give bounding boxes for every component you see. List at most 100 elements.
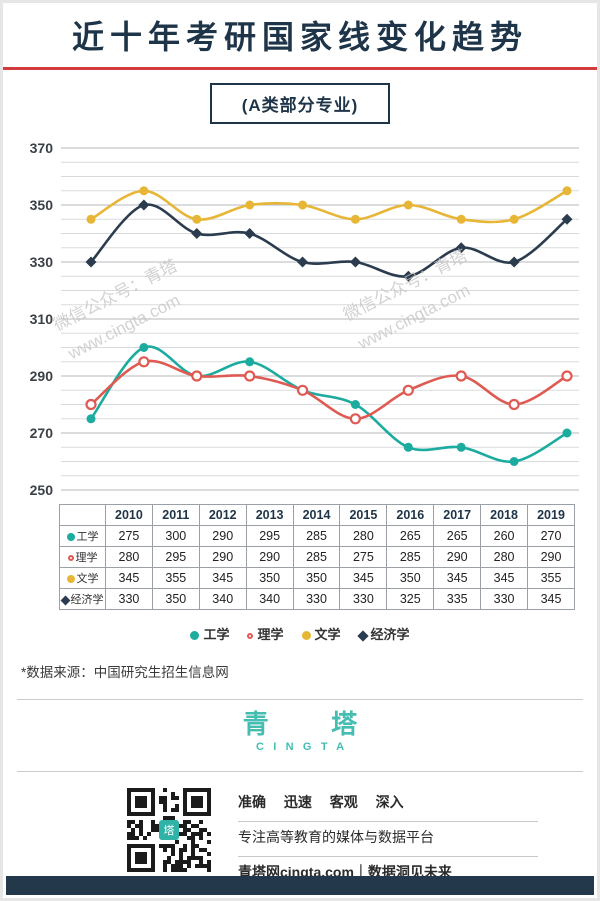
qr-module — [183, 848, 187, 852]
qr-module — [139, 832, 143, 836]
series-name: 文学 — [76, 573, 99, 585]
table-value-cell: 345 — [339, 567, 388, 589]
subtitle-wrap: (A类部分专业) — [3, 83, 597, 124]
table-value-cell: 345 — [480, 567, 529, 589]
qr-module — [131, 836, 135, 840]
table-value-cell: 280 — [480, 546, 529, 568]
table-year-header: 2016 — [386, 504, 435, 526]
qr-module — [199, 828, 203, 832]
qr-module — [155, 824, 159, 828]
table-value-cell: 355 — [151, 567, 200, 589]
data-point — [561, 370, 573, 382]
qr-module — [163, 796, 167, 800]
qr-module — [175, 864, 179, 868]
data-point — [85, 256, 97, 268]
data-point — [402, 384, 414, 396]
legend-label: 文学 — [314, 627, 341, 642]
y-axis-label: 250 — [30, 482, 54, 498]
qr-module — [127, 832, 131, 836]
qr-module — [139, 824, 143, 828]
footer-slogan-1: 准确 迅速 客观 深入 — [238, 787, 538, 822]
qr-module — [171, 808, 175, 812]
y-axis-label: 290 — [30, 368, 54, 384]
table-value-cell: 350 — [151, 588, 200, 610]
qr-module — [135, 824, 139, 828]
data-point — [508, 256, 520, 268]
data-point — [245, 357, 255, 367]
table-row: 理学 280 295 290 290 285 275 285 290 280 290 — [59, 546, 575, 568]
table-value-cell: 280 — [339, 525, 388, 547]
qr-module — [171, 852, 175, 856]
qr-module — [167, 856, 171, 860]
legend-item: 经济学 — [356, 624, 410, 643]
table-value-cell: 260 — [480, 525, 529, 547]
qr-module — [207, 860, 211, 864]
data-point — [562, 428, 572, 438]
data-point — [139, 343, 149, 352]
qr-module — [139, 820, 143, 824]
table-value-cell: 345 — [198, 567, 247, 589]
table-value-cell: 355 — [527, 567, 575, 589]
data-point — [138, 199, 150, 211]
series-marker-icon — [66, 575, 75, 584]
qr-module — [191, 836, 195, 840]
table-value-cell: 345 — [527, 588, 575, 610]
qr-module — [163, 788, 167, 792]
qr-module — [191, 856, 195, 860]
qr-module — [175, 808, 179, 812]
chart-area: 微信公众号：青塔 www.cingta.com 微信公众号：青塔 www.cin… — [3, 130, 597, 502]
table-value-cell: 290 — [527, 546, 575, 568]
divider — [17, 699, 583, 700]
qr-module — [187, 820, 191, 824]
chart-legend: 工学 理学 文学 经济学 — [3, 624, 597, 644]
qr-module — [191, 796, 203, 808]
brand: 青塔 CINGTA — [3, 709, 597, 753]
qr-module — [175, 840, 179, 844]
table-year-header: 2019 — [527, 504, 575, 526]
qr-module — [127, 820, 131, 824]
table-value-cell: 330 — [105, 588, 153, 610]
qr-module — [191, 844, 195, 848]
series-label-cell: 理学 — [59, 546, 106, 568]
legend-item: 理学 — [247, 624, 284, 643]
data-point — [455, 242, 467, 254]
qr-module — [171, 864, 175, 868]
table-value-cell: 265 — [433, 525, 482, 547]
series-line — [89, 359, 569, 421]
qr-module — [203, 864, 207, 868]
qr-module — [199, 832, 203, 836]
table-year-header: 2012 — [198, 504, 247, 526]
footer-slogan-2: 专注高等教育的媒体与数据平台 — [238, 822, 538, 857]
table-value-cell: 265 — [386, 525, 435, 547]
qr-module — [163, 844, 167, 848]
table-value-cell: 325 — [386, 588, 435, 610]
qr-module — [175, 804, 179, 808]
table-year-header: 2015 — [339, 504, 388, 526]
qr-module — [159, 820, 179, 840]
qr-module — [179, 864, 183, 868]
qr-module — [195, 844, 199, 848]
series-marker-icon — [60, 595, 70, 606]
series-label-cell: 经济学 — [59, 588, 106, 610]
table-value-cell: 285 — [292, 546, 341, 568]
qr-module — [187, 860, 191, 864]
table-value-cell: 285 — [386, 546, 435, 568]
qr-module — [179, 832, 183, 836]
series-marker-icon — [190, 631, 200, 641]
qr-module — [195, 824, 199, 828]
title-divider-red — [3, 67, 597, 70]
y-axis-label: 330 — [30, 254, 54, 270]
qr-module — [199, 864, 203, 868]
series-label-cell: 文学 — [59, 567, 106, 589]
table-value-cell: 270 — [527, 525, 575, 547]
data-point — [509, 457, 519, 466]
brand-name-cn: 青塔 — [242, 709, 420, 739]
qr-module — [155, 828, 159, 832]
qr-module — [151, 824, 155, 828]
table-corner-cell — [59, 504, 106, 526]
brand-name-en: CINGTA — [255, 741, 354, 753]
qr-module — [159, 800, 163, 804]
header: 近十年考研国家线变化趋势 — [3, 3, 597, 57]
qr-module — [163, 868, 167, 872]
qr-center-logo: 塔 — [164, 824, 175, 837]
